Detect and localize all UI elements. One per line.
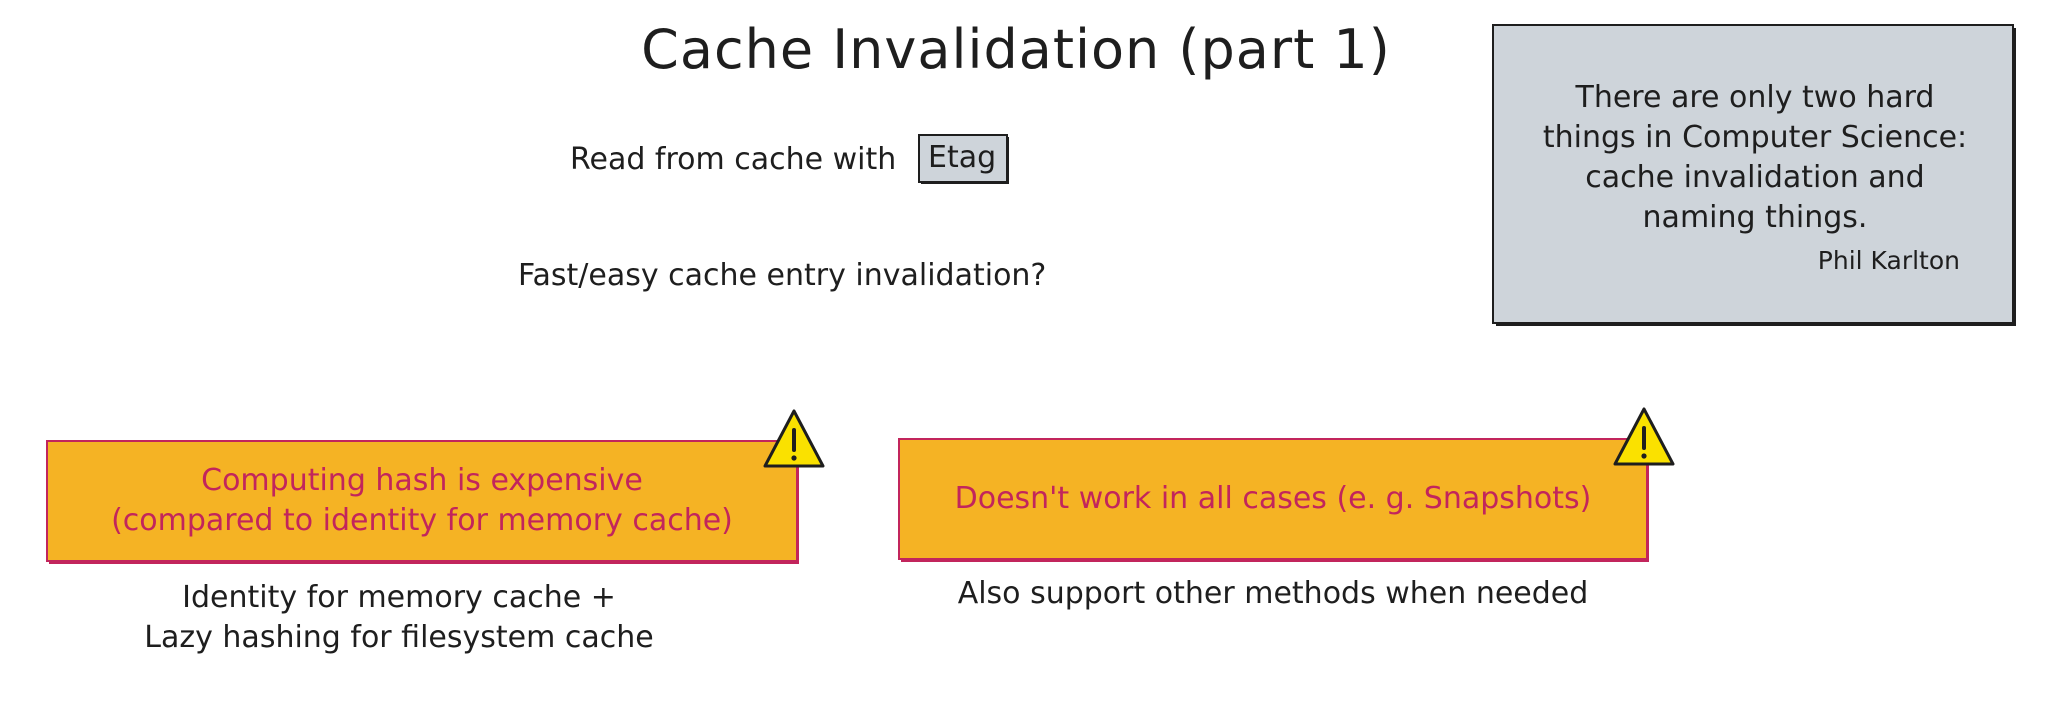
diagram-title: Cache Invalidation (part 1) — [641, 18, 1391, 81]
solution-left-line: Identity for memory cache + — [182, 580, 616, 615]
quote-line: cache invalidation and — [1585, 160, 1925, 195]
quote-box: There are only two hard things in Comput… — [1492, 24, 2014, 324]
question-text: Fast/easy cache entry invalidation? — [518, 258, 1047, 293]
warning-triangle-icon — [1612, 406, 1676, 468]
solution-left-line: Lazy hashing for filesystem cache — [144, 620, 654, 655]
warning-box-right: Doesn't work in all cases (e. g. Snapsho… — [898, 438, 1648, 560]
etag-box: Etag — [918, 134, 1009, 183]
quote-author: Phil Karlton — [1817, 246, 1960, 275]
solution-right: Also support other methods when needed — [898, 574, 1648, 614]
solution-left: Identity for memory cache + Lazy hashing… — [46, 578, 752, 658]
warning-left-line: (compared to identity for memory cache) — [111, 503, 733, 538]
quote-text: There are only two hard things in Comput… — [1494, 78, 2016, 238]
warning-right-line: Doesn't work in all cases (e. g. Snapsho… — [954, 481, 1592, 516]
read-from-cache-text: Read from cache with — [570, 142, 897, 177]
warning-box-left: Computing hash is expensive (compared to… — [46, 440, 798, 562]
quote-line: naming things. — [1642, 200, 1868, 235]
quote-line: things in Computer Science: — [1542, 120, 1968, 155]
warning-left-line: Computing hash is expensive — [201, 463, 643, 498]
solution-right-line: Also support other methods when needed — [957, 576, 1589, 611]
warning-triangle-icon — [762, 408, 826, 470]
quote-line: There are only two hard — [1575, 80, 1935, 115]
